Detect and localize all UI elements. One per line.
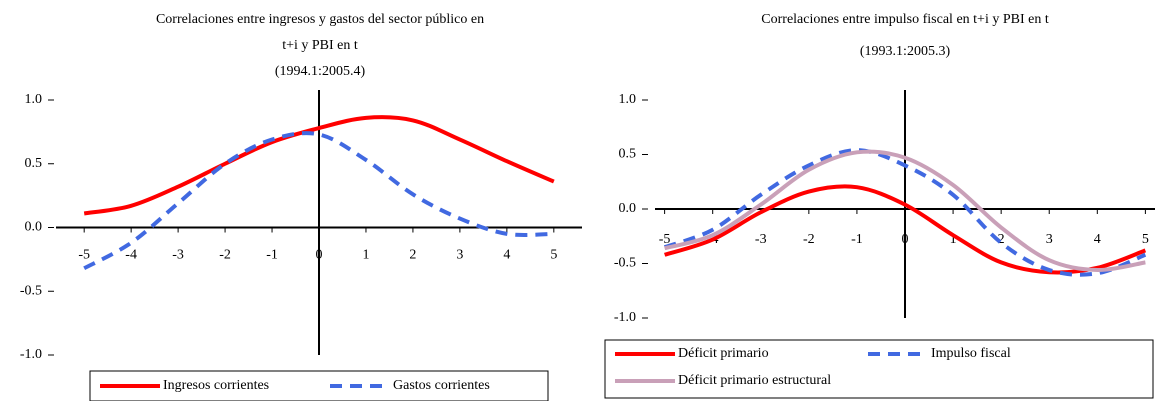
x-tick-label: -2 bbox=[803, 232, 815, 247]
x-tick-label: -2 bbox=[219, 248, 231, 263]
y-tick-label: 0.0 bbox=[25, 220, 43, 235]
x-tick-label: 1 bbox=[950, 232, 957, 247]
x-tick-label: -3 bbox=[172, 248, 184, 263]
series-line bbox=[83, 115, 555, 216]
chart-title: Correlaciones entre impulso fiscal en t+… bbox=[761, 12, 1049, 27]
x-tick-label: -4 bbox=[125, 248, 137, 263]
x-tick-label: 1 bbox=[362, 248, 369, 263]
x-tick-label: 2 bbox=[409, 248, 416, 263]
chart-title: Correlaciones entre ingresos y gastos de… bbox=[156, 12, 484, 27]
x-tick-label: -1 bbox=[266, 248, 278, 263]
x-tick-label: 5 bbox=[550, 248, 557, 263]
legend-box bbox=[604, 339, 1154, 399]
y-tick-label: -0.5 bbox=[614, 256, 636, 271]
y-tick-label: 0.5 bbox=[25, 156, 43, 171]
chart-title: (1993.1:2005.3) bbox=[860, 44, 951, 59]
legend-label: Déficit primario bbox=[678, 346, 769, 361]
x-tick-label: -1 bbox=[851, 232, 863, 247]
legend-box bbox=[89, 370, 549, 401]
y-tick-label: 0.0 bbox=[619, 201, 637, 216]
y-tick-label: -1.0 bbox=[20, 347, 42, 362]
x-tick-label: -5 bbox=[78, 248, 90, 263]
legend-label: Déficit primario estructural bbox=[678, 373, 831, 388]
y-tick-label: 1.0 bbox=[619, 92, 637, 107]
x-tick-label: 3 bbox=[1046, 232, 1053, 247]
x-tick-label: 4 bbox=[1094, 232, 1101, 247]
x-tick-label: -3 bbox=[755, 232, 767, 247]
x-tick-label: 2 bbox=[998, 232, 1005, 247]
legend-label: Gastos corrientes bbox=[393, 378, 490, 393]
y-tick-label: 0.5 bbox=[619, 147, 637, 162]
y-tick-label: -1.0 bbox=[614, 310, 636, 325]
series-line bbox=[663, 148, 1147, 277]
legend-label: Ingresos corrientes bbox=[163, 378, 269, 393]
x-tick-label: 0 bbox=[902, 232, 909, 247]
x-tick-label: 4 bbox=[503, 248, 510, 263]
x-tick-label: 0 bbox=[316, 248, 323, 263]
y-tick-label: -0.5 bbox=[20, 283, 42, 298]
legend-label: Impulso fiscal bbox=[931, 346, 1011, 361]
series-line bbox=[664, 149, 1146, 273]
x-tick-label: 5 bbox=[1142, 232, 1149, 247]
y-tick-label: 1.0 bbox=[25, 92, 43, 107]
x-tick-label: 3 bbox=[456, 248, 463, 263]
chart-title: t+i y PBI en t bbox=[282, 38, 358, 53]
chart-title: (1994.1:2005.4) bbox=[275, 64, 366, 79]
x-tick-label: -5 bbox=[659, 232, 671, 247]
